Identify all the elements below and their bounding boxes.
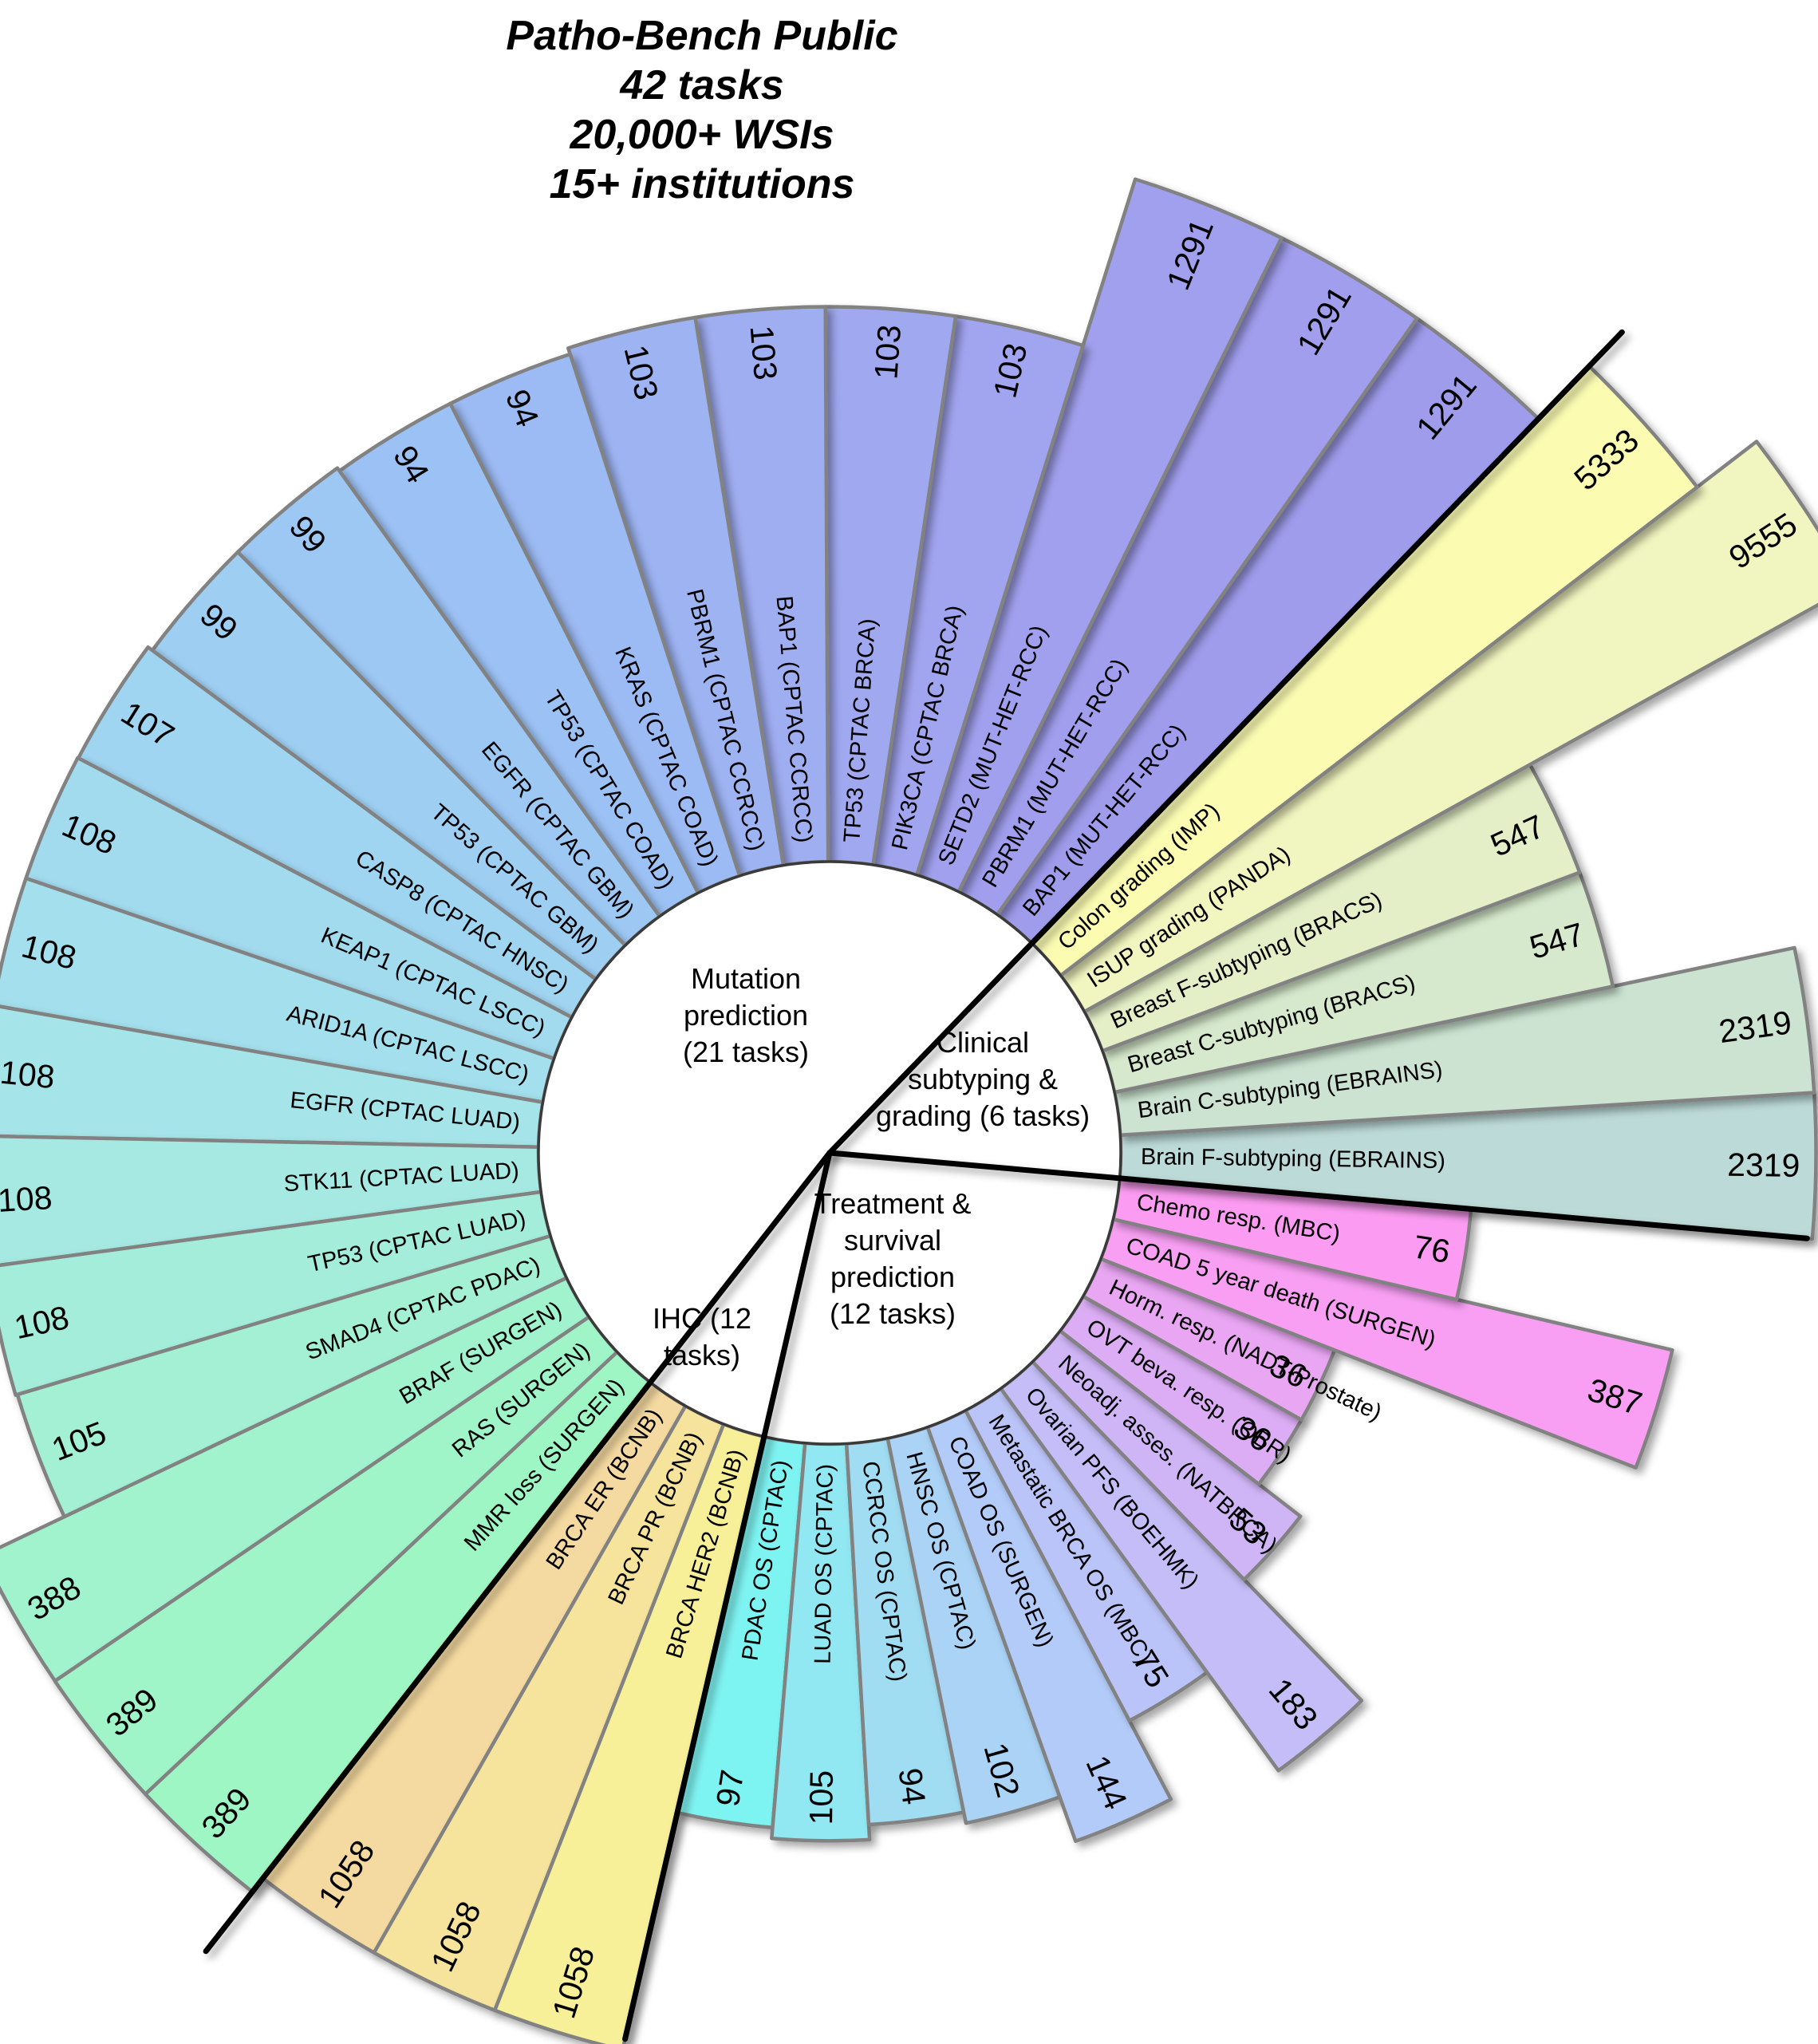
- sector-label-line: (21 tasks): [683, 1036, 809, 1068]
- chart-title-line: 20,000+ WSIs: [570, 112, 834, 158]
- task-wedge-label: Brain F-subtyping (EBRAINS): [1141, 1144, 1445, 1174]
- sector-boundary-line: [203, 1150, 833, 1955]
- sector-label-layer: Mutation prediction (21 tasks) IHC (12 tasks…: [653, 962, 1090, 1371]
- task-wedge-value: 108: [0, 1054, 57, 1095]
- sector-label-line: tasks): [664, 1339, 740, 1371]
- chart-title-line: 42 tasks: [620, 62, 784, 109]
- chart-title-line: 15+ institutions: [549, 161, 855, 207]
- sector-label: Treatment & survival prediction (12 tasks): [814, 1187, 972, 1330]
- task-wedge-value: 108: [0, 1179, 53, 1219]
- task-wedge-value: 2319: [1727, 1146, 1800, 1184]
- task-wedge-label: LUAD OS (CPTAC): [810, 1464, 838, 1664]
- chart-title: Patho-Bench Public 42 tasks 20,000+ WSIs…: [506, 11, 897, 209]
- sector-label-line: Mutation: [691, 962, 801, 995]
- sector-label-line: survival: [844, 1224, 941, 1257]
- sector-label-line: (12 tasks): [830, 1297, 956, 1330]
- task-wedge-value: 103: [743, 324, 784, 381]
- sector-boundary-line: [622, 1150, 833, 2042]
- sector-label-line: grading (6 tasks): [876, 1099, 1090, 1132]
- sector-boundary-line: [826, 329, 1625, 1156]
- sector-label-line: Clinical: [937, 1026, 1029, 1059]
- boundaries-layer: [203, 329, 1810, 2042]
- chart-title-line: Patho-Bench Public: [506, 13, 898, 59]
- sector-label-line: IHC (12: [653, 1302, 751, 1335]
- sector-label-line: prediction: [830, 1261, 955, 1293]
- task-wedge-value: 94: [892, 1766, 933, 1806]
- task-wedge-value: 97: [709, 1767, 751, 1809]
- sector-label-line: Treatment &: [814, 1187, 972, 1220]
- sector-label-line: subtyping &: [908, 1063, 1058, 1095]
- sector-boundary-line: [826, 1150, 1810, 1241]
- sector-label: Mutation prediction (21 tasks): [683, 962, 809, 1068]
- sector-label: Clinical subtyping & grading (6 tasks): [876, 1026, 1090, 1132]
- sector-label: IHC (12 tasks): [653, 1302, 751, 1371]
- sector-label-line: prediction: [684, 999, 808, 1032]
- task-wedge-value: 105: [803, 1770, 840, 1825]
- task-wedge-value: 103: [867, 324, 908, 381]
- wedges-layer: [0, 177, 1818, 2044]
- task-wedge-value: 76: [1411, 1228, 1453, 1270]
